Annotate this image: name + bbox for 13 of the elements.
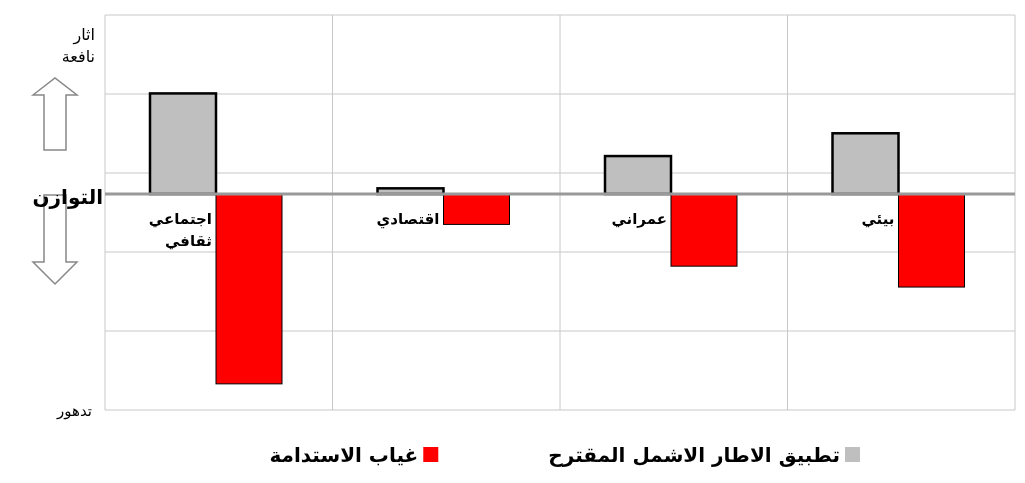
x-tick-label: عمراني [611, 210, 667, 229]
legend-label: تطبيق الاطار الاشمل المقترح [548, 443, 840, 467]
x-tick-label: اقتصادي [376, 210, 440, 230]
x-tick-label: اجتماعي ثقافي [148, 210, 212, 251]
bar [443, 193, 510, 225]
text: اثار نافعة [61, 25, 95, 66]
text: تدهور [56, 402, 92, 420]
bar [670, 193, 738, 267]
bar [898, 193, 965, 288]
x-tick-label: بيئي [861, 210, 895, 229]
legend-label: غياب الاستدامة [269, 443, 419, 467]
bar [215, 193, 283, 385]
text: التوازن [32, 185, 103, 210]
